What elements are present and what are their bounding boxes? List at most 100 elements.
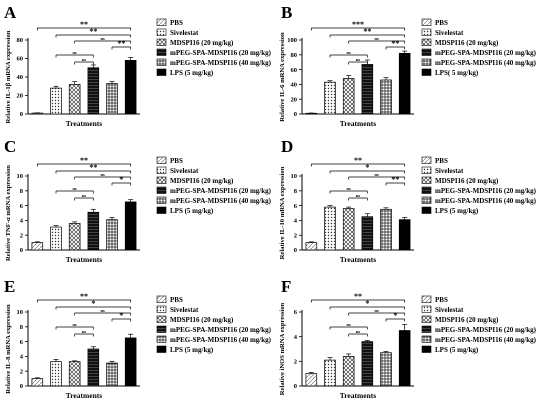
legend-label: Sivelestat bbox=[170, 167, 199, 175]
y-axis-label: Relative TNF-α mRNA expression bbox=[5, 165, 12, 261]
legend-label: MDSPI16 (20 mg/kg) bbox=[170, 177, 234, 185]
bar bbox=[342, 356, 355, 387]
legend-label: LPS (5 mg/kg) bbox=[435, 346, 479, 354]
significance-label: ** bbox=[363, 27, 371, 36]
bar bbox=[124, 337, 137, 387]
significance-label: ns bbox=[101, 308, 106, 313]
bar bbox=[31, 242, 44, 251]
legend-label: mPEG-SPA-MDSPI16 (40 mg/kg) bbox=[170, 336, 272, 344]
significance-label: * bbox=[119, 311, 123, 320]
y-tick-label: 0 bbox=[20, 111, 23, 118]
panel-letter: C bbox=[4, 137, 16, 156]
panel-letter: E bbox=[4, 277, 15, 296]
bar bbox=[87, 211, 100, 251]
legend-label: mPEG-SPA-MDSPI16 (20 mg/kg) bbox=[435, 326, 537, 334]
legend-swatch bbox=[421, 196, 432, 204]
legend-label: MDSPI16 (20 mg/kg) bbox=[435, 39, 499, 47]
legend-swatch bbox=[156, 48, 167, 56]
significance-label: ns bbox=[347, 50, 352, 55]
bar bbox=[68, 361, 81, 387]
legend-swatch bbox=[421, 305, 432, 313]
bar bbox=[361, 216, 374, 251]
significance-label: ** bbox=[117, 39, 125, 48]
legend-swatch bbox=[156, 58, 167, 66]
bar bbox=[50, 226, 62, 251]
bar bbox=[106, 219, 118, 251]
significance-label: ns bbox=[375, 172, 380, 177]
bar bbox=[398, 52, 411, 115]
y-axis-label: Relative IL-6 mRNA expression bbox=[279, 32, 286, 122]
panel-b: B Relative IL-6 mRNA expression 0 20 40 60 80 1… bbox=[279, 3, 537, 128]
y-tick-label: 0 bbox=[294, 247, 297, 254]
significance-label: ** bbox=[89, 27, 97, 36]
legend-label: MDSPI16 (20 mg/kg) bbox=[170, 39, 234, 47]
y-tick-label: 0 bbox=[20, 383, 23, 390]
legend-swatch bbox=[156, 315, 167, 323]
bar bbox=[380, 352, 392, 387]
legend-swatch bbox=[421, 28, 432, 36]
y-tick-label: 2 bbox=[294, 359, 297, 366]
legend-label: mPEG-SPA-MDSPI16 (20 mg/kg) bbox=[435, 49, 537, 57]
y-tick-label: 6 bbox=[20, 339, 24, 346]
legend-label: Sivelestat bbox=[435, 167, 464, 175]
legend-swatch bbox=[156, 18, 167, 26]
bar bbox=[305, 242, 318, 251]
legend-label: mPEG-SPA-MDSPI16 (20 mg/kg) bbox=[170, 187, 272, 195]
bar bbox=[324, 359, 336, 387]
legend-label: mPEG-SPA-MDSPI16 (40 mg/kg) bbox=[170, 197, 272, 205]
legend-swatch bbox=[421, 48, 432, 56]
significance-label: ns bbox=[101, 36, 106, 41]
bar bbox=[124, 201, 137, 251]
significance-label: ns bbox=[375, 308, 380, 313]
legend-swatch bbox=[156, 335, 167, 343]
significance-label: ** bbox=[391, 39, 399, 48]
significance-label: ** bbox=[89, 163, 97, 172]
significance-label: ns bbox=[356, 193, 361, 198]
significance-label: ns bbox=[73, 322, 78, 327]
legend-label: PBS bbox=[435, 296, 448, 304]
legend-swatch bbox=[421, 345, 432, 353]
legend-label: mPEG-SPA-MDSPI16 (40 mg/kg) bbox=[435, 197, 537, 205]
y-tick-label: 6 bbox=[20, 203, 24, 210]
y-tick-label: 0 bbox=[294, 383, 297, 390]
legend-label: LPS (5 mg/kg) bbox=[170, 69, 214, 77]
legend-swatch bbox=[421, 38, 432, 46]
significance-label: ** bbox=[80, 292, 88, 301]
y-tick-label: 20 bbox=[17, 93, 24, 100]
bar bbox=[124, 59, 137, 115]
legend-swatch bbox=[156, 68, 167, 76]
bar bbox=[31, 378, 44, 387]
legend-label: MDSPI16 (20 mg/kg) bbox=[435, 316, 499, 324]
legend-label: PBS bbox=[435, 157, 448, 165]
y-tick-label: 80 bbox=[17, 37, 24, 44]
significance-label: ns bbox=[347, 186, 352, 191]
legend-swatch bbox=[156, 166, 167, 174]
bar bbox=[50, 361, 62, 387]
y-axis-label: Relative iNOS mRNA expression bbox=[279, 302, 286, 395]
panel-f: F Relative iNOS mRNA expression 0 2 4 6 Treatm… bbox=[279, 277, 537, 400]
y-axis-label: Relative IL-10 mRNA expression bbox=[279, 166, 286, 259]
legend-label: LPS (5 mg/kg) bbox=[170, 346, 214, 354]
significance-label: ns bbox=[73, 186, 78, 191]
legend-label: PBS bbox=[170, 19, 183, 27]
panel-e: E Relative IL-8 mRNA expression 0 2 4 6 8 10 Tre… bbox=[4, 277, 272, 400]
legend-label: mPEG-SPA-MDSPI16 (20 mg/kg) bbox=[170, 326, 272, 334]
legend-label: mPEG-SPA-MDSPI16 (20 mg/kg) bbox=[435, 187, 537, 195]
significance-label: ns bbox=[375, 36, 380, 41]
legend-swatch bbox=[156, 305, 167, 313]
bar bbox=[342, 78, 355, 115]
legend-swatch bbox=[156, 206, 167, 214]
legend-label: mPEG-SPA-MDSPI16 (40 mg/kg) bbox=[170, 59, 272, 67]
legend-label: PBS bbox=[170, 296, 183, 304]
significance-label: * bbox=[91, 299, 95, 308]
y-tick-label: 10 bbox=[17, 173, 24, 180]
x-axis-label: Treatments bbox=[66, 391, 102, 400]
significance-label: ns bbox=[347, 322, 352, 327]
legend-swatch bbox=[156, 196, 167, 204]
significance-label: *** bbox=[352, 20, 364, 29]
significance-label: ** bbox=[354, 292, 362, 301]
legend-label: Sivelestat bbox=[170, 29, 199, 37]
y-tick-label: 6 bbox=[294, 309, 298, 316]
legend-swatch bbox=[156, 295, 167, 303]
legend-label: Sivelestat bbox=[435, 306, 464, 314]
